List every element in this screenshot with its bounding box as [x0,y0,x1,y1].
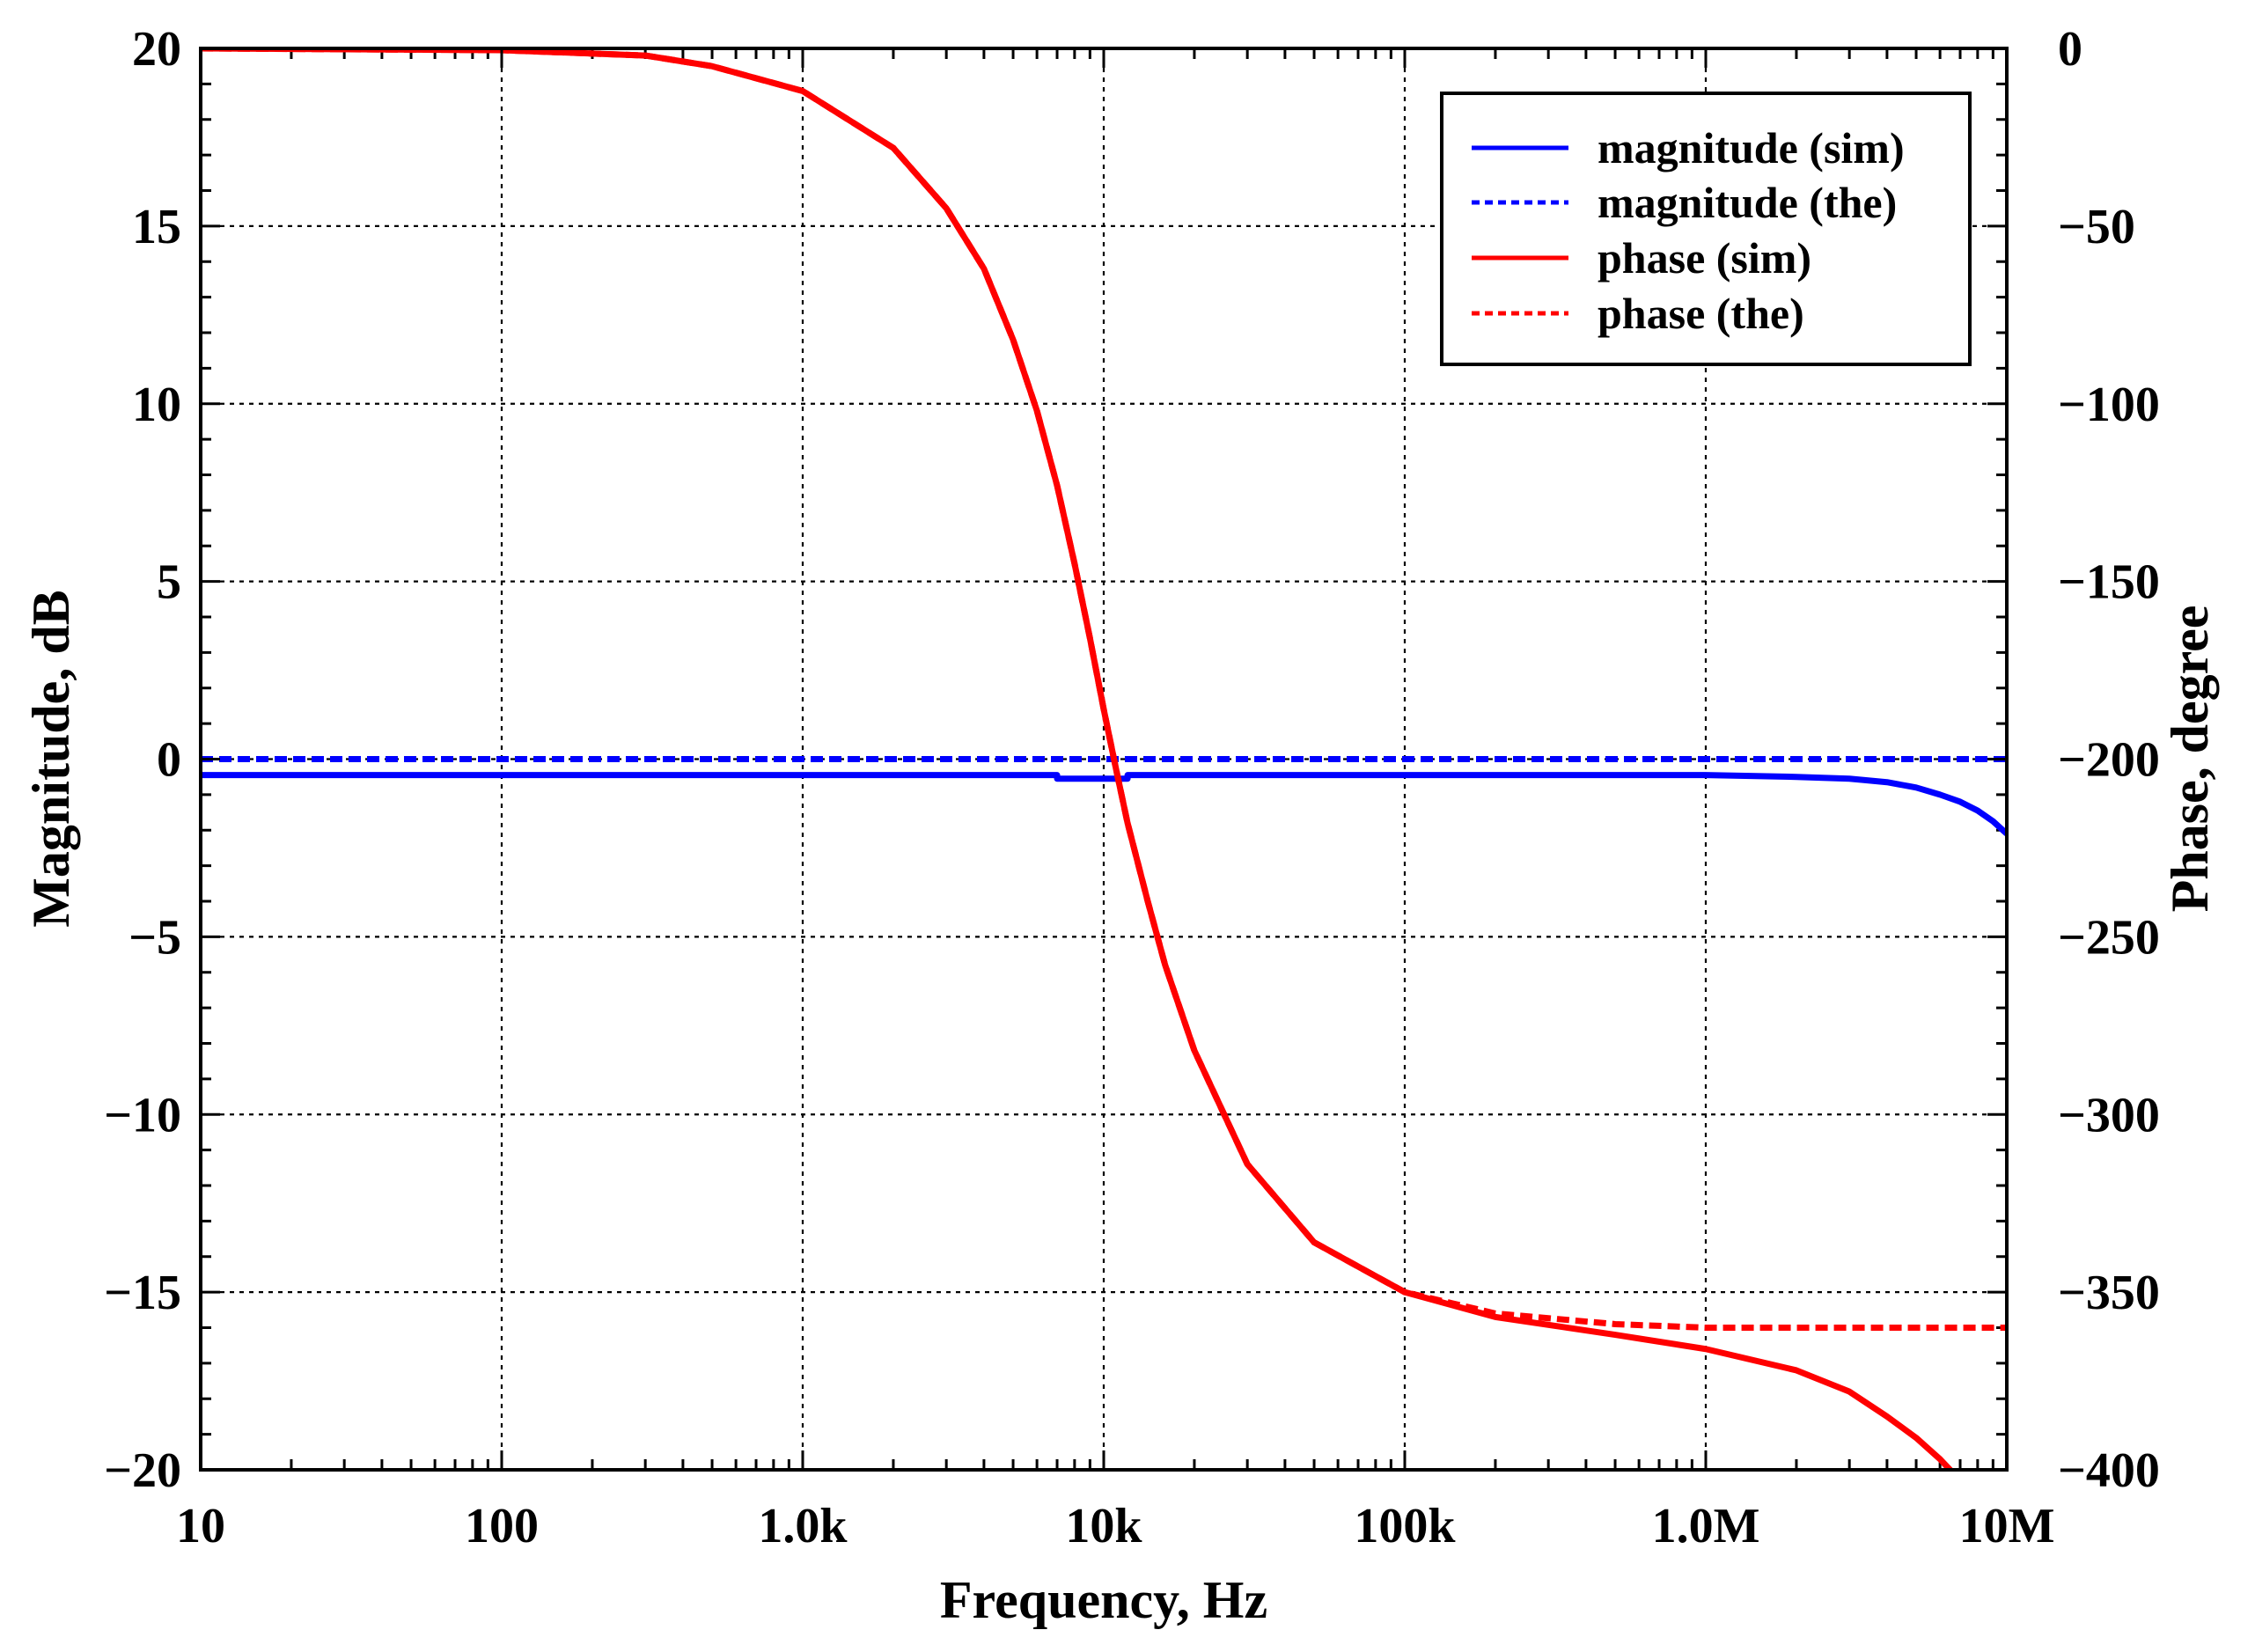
legend-label-phase-the: phase (the) [1598,289,1804,338]
y-left-tick-label: −5 [129,910,181,965]
x-axis-title: Frequency, Hz [940,1571,1267,1629]
x-tick-label: 100 [465,1499,539,1553]
y-left-tick-label: −20 [104,1443,181,1498]
legend-label-magnitude-the: magnitude (the) [1598,178,1897,227]
y-left-tick-label: 20 [132,22,181,77]
series-phase-the [201,48,2007,1331]
x-tick-label: 10 [176,1499,225,1553]
x-tick-label: 1.0k [758,1499,848,1553]
y-right-tick-label: −300 [2058,1088,2160,1142]
legend-box [1440,92,1972,366]
y-left-tick-label: −10 [104,1088,181,1142]
y-left-tick-label: −15 [104,1266,181,1320]
y-right-tick-labels: 0 −50 −100 −150 −200 −250 −300 −350 −400 [2058,22,2160,1498]
x-tick-label: 1.0M [1652,1499,1760,1553]
major-ticks [199,47,2009,1472]
y-left-tick-label: 0 [157,733,181,788]
y-right-tick-label: −150 [2058,555,2160,610]
y-left-axis-title: Magnitude, dB [22,590,80,927]
legend: magnitude (sim) magnitude (the) phase (s… [1440,92,1972,366]
y-left-tick-label: 15 [132,200,181,254]
y-right-tick-label: −200 [2058,733,2160,788]
y-left-tick-label: 10 [132,378,181,432]
y-right-tick-label: −350 [2058,1266,2160,1320]
y-right-tick-label: 0 [2058,22,2082,77]
y-right-tick-label: −50 [2058,200,2135,254]
legend-label-phase-sim: phase (sim) [1598,233,1811,283]
y-left-tick-labels: 20 15 10 5 0 −5 −10 −15 −20 [104,22,181,1498]
y-right-tick-label: −400 [2058,1443,2160,1498]
y-right-tick-label: −100 [2058,378,2160,432]
x-tick-label: 10M [1959,1499,2055,1553]
y-right-axis-title: Phase, degree [2161,606,2219,913]
legend-label-magnitude-sim: magnitude (sim) [1598,123,1905,173]
y-left-tick-label: 5 [157,555,181,610]
series-magnitude-sim [201,772,2007,836]
x-tick-labels: 10 100 1.0k 10k 100k 1.0M 10M [176,1499,2054,1553]
series-lines [201,48,2007,1470]
x-tick-label: 10k [1065,1499,1142,1553]
y-right-tick-label: −250 [2058,910,2160,965]
x-tick-label: 100k [1354,1499,1456,1553]
